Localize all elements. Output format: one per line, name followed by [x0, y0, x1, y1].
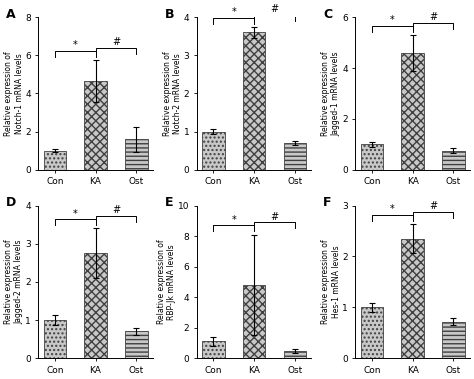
- Text: *: *: [73, 40, 78, 50]
- Bar: [44, 151, 66, 170]
- Bar: [202, 341, 225, 358]
- Text: B: B: [165, 8, 174, 21]
- Text: C: C: [323, 8, 332, 21]
- Bar: [125, 139, 147, 170]
- Text: #: #: [112, 37, 120, 47]
- Y-axis label: Relative expression of
RBP-Jk mRNA levels: Relative expression of RBP-Jk mRNA level…: [157, 240, 176, 324]
- Bar: [283, 143, 306, 170]
- Text: *: *: [231, 7, 236, 17]
- Y-axis label: Relative expression of
Jagged-2 mRNA levels: Relative expression of Jagged-2 mRNA lev…: [4, 240, 24, 324]
- Bar: [125, 332, 147, 358]
- Text: A: A: [6, 8, 16, 21]
- Bar: [202, 132, 225, 170]
- Bar: [442, 321, 465, 358]
- Bar: [84, 81, 107, 170]
- Text: *: *: [231, 215, 236, 225]
- Text: E: E: [165, 196, 173, 209]
- Bar: [84, 253, 107, 358]
- Y-axis label: Relative expression of
Hes-1 mRNA levels: Relative expression of Hes-1 mRNA levels: [321, 240, 341, 324]
- Bar: [361, 144, 383, 170]
- Text: *: *: [390, 204, 394, 215]
- Text: #: #: [112, 205, 120, 215]
- Bar: [401, 53, 424, 170]
- Y-axis label: Relative expression of
Jagged-1 mRNA levels: Relative expression of Jagged-1 mRNA lev…: [321, 51, 341, 136]
- Text: #: #: [271, 4, 279, 14]
- Text: #: #: [271, 211, 279, 222]
- Text: *: *: [390, 15, 394, 25]
- Bar: [442, 151, 465, 170]
- Y-axis label: Relative expression of
Notch-2 mRNA levels: Relative expression of Notch-2 mRNA leve…: [163, 51, 182, 136]
- Text: #: #: [429, 12, 437, 22]
- Bar: [44, 320, 66, 358]
- Bar: [283, 351, 306, 358]
- Text: D: D: [6, 196, 17, 209]
- Text: *: *: [73, 208, 78, 219]
- Text: F: F: [323, 196, 332, 209]
- Y-axis label: Relative expression of
Notch-1 mRNA levels: Relative expression of Notch-1 mRNA leve…: [4, 51, 24, 136]
- Text: #: #: [429, 201, 437, 211]
- Bar: [401, 239, 424, 358]
- Bar: [243, 33, 265, 170]
- Bar: [243, 285, 265, 358]
- Bar: [361, 307, 383, 358]
